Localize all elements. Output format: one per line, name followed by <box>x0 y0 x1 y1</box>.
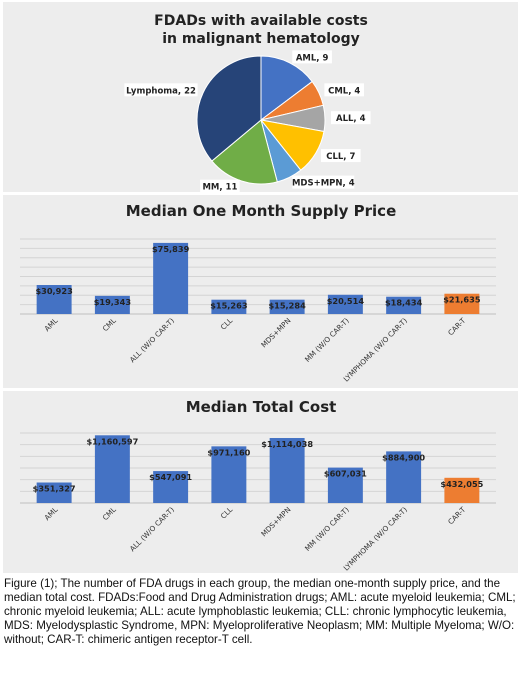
bar-all-w-o-car-t- <box>153 242 189 314</box>
pie-slice-label: CML, 4 <box>328 86 360 96</box>
x-tick-label: MDS+MPN <box>259 505 292 538</box>
x-tick-label: CML <box>101 316 118 333</box>
x-tick-label: CLL <box>219 505 235 521</box>
pie-slice-label: ALL, 4 <box>336 114 366 124</box>
pie-chart-panel: FDADs with available costs in malignant … <box>3 2 518 192</box>
bar-data-label: $547,091 <box>149 472 192 482</box>
x-tick-label: MDS+MPN <box>259 316 292 349</box>
bar-aml <box>36 285 72 314</box>
supply-price-chart-title: Median One Month Supply Price <box>126 202 397 220</box>
pie-label-box <box>330 111 371 125</box>
bar-data-label: $884,900 <box>382 452 425 462</box>
bar-car-t <box>444 477 480 503</box>
bar-data-label: $15,263 <box>210 301 248 311</box>
x-tick-label: CAR-T <box>446 316 468 338</box>
bar-data-label: $1,114,038 <box>261 439 313 449</box>
pie-slice-lymphoma <box>196 55 262 162</box>
x-tick-label: AML <box>42 505 59 522</box>
total-cost-chart: Median Total Cost $351,327 $1,160,597 $547… <box>20 398 496 573</box>
pie-label-box <box>292 50 332 64</box>
x-tick-label: ALL (W/O CAR-T) <box>128 316 176 364</box>
x-tick-label: MM (W/O CAR-T) <box>303 505 351 553</box>
pie-slice-aml <box>260 55 313 122</box>
bar-cll <box>211 299 247 314</box>
supply-price-chart-panel: Median One Month Supply Price $30,923 $19… <box>3 195 518 388</box>
bar-data-label: $1,160,597 <box>86 436 138 446</box>
bar-data-label: $20,514 <box>327 296 365 306</box>
bar-lymphoma-w-o-car-t- <box>386 451 422 503</box>
bar-data-label: $15,284 <box>268 301 306 311</box>
figure-caption: Figure (1); The number of FDA drugs in e… <box>4 577 516 646</box>
pie-slice-label: AML, 9 <box>296 53 329 63</box>
bar-mm-w-o-car-t- <box>327 467 363 503</box>
pie-label-box <box>124 83 198 97</box>
bar-aml <box>36 482 72 503</box>
bar-data-label: $351,327 <box>33 484 76 494</box>
bar-cml <box>94 435 130 503</box>
bar-data-label: $18,434 <box>385 298 423 308</box>
x-tick-label: AML <box>42 316 59 333</box>
total-cost-chart-panel: Median Total Cost $351,327 $1,160,597 $547… <box>3 391 518 573</box>
bar-lymphoma-w-o-car-t- <box>386 296 422 314</box>
pie-chart: FDADs with available costs in malignant … <box>124 13 371 192</box>
pie-label-box <box>324 83 364 97</box>
bar-mds-mpn <box>269 299 305 314</box>
x-tick-label: LYMPHOMA (W/O CAR-T) <box>342 316 410 384</box>
bar-data-label: $19,343 <box>94 297 132 307</box>
pie-slice-mm <box>211 119 278 185</box>
bar-car-t <box>444 293 480 314</box>
x-tick-label: MM (W/O CAR-T) <box>303 316 351 364</box>
pie-slice-label: MM, 11 <box>202 183 237 192</box>
bar-cll <box>211 446 247 503</box>
x-tick-label: ALL (W/O CAR-T) <box>128 505 176 553</box>
x-tick-label: LYMPHOMA (W/O CAR-T) <box>342 505 410 573</box>
pie-chart-subtitle: in malignant hematology <box>162 31 360 47</box>
bar-data-label: $971,160 <box>207 447 250 457</box>
bar-data-label: $607,031 <box>324 469 367 479</box>
bar-data-label: $75,839 <box>152 244 190 254</box>
bar-data-label: $30,923 <box>35 286 73 296</box>
bar-data-label: $21,635 <box>443 295 481 305</box>
x-tick-label: CAR-T <box>446 505 468 527</box>
bar-mds-mpn <box>269 438 305 503</box>
pie-slice-label: Lymphoma, 22 <box>126 86 196 96</box>
pie-slice-label: CLL, 7 <box>326 152 355 162</box>
pie-slice-label: MDS+MPN, 4 <box>292 179 355 189</box>
pie-label-box <box>321 149 361 163</box>
pie-chart-title: FDADs with available costs <box>154 13 368 29</box>
bar-cml <box>94 295 130 314</box>
x-tick-label: CLL <box>219 316 235 332</box>
supply-price-chart: Median One Month Supply Price $30,923 $19… <box>20 202 496 384</box>
bar-mm-w-o-car-t- <box>327 294 363 314</box>
bar-data-label: $432,055 <box>440 479 483 489</box>
pie-label-box <box>200 179 240 192</box>
total-cost-chart-title: Median Total Cost <box>186 398 337 416</box>
pie-label-box <box>292 175 355 189</box>
bar-all-w-o-car-t- <box>153 471 189 503</box>
x-tick-label: CML <box>101 505 118 522</box>
